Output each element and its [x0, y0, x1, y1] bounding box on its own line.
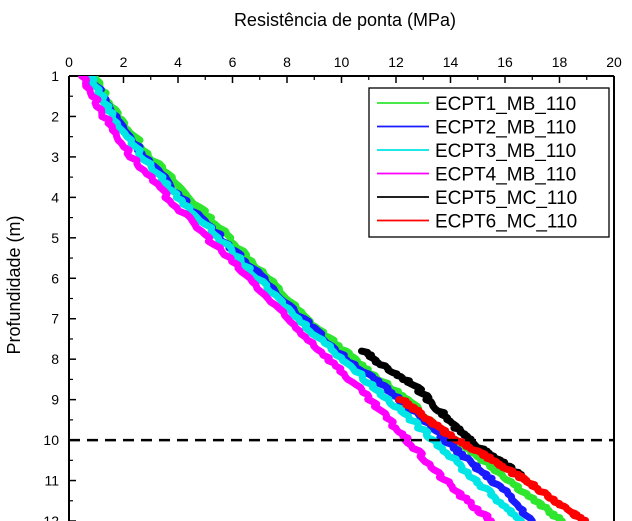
y-tick-label: 2 — [51, 108, 59, 124]
legend-label: ECPT2_MB_110 — [435, 118, 576, 139]
x-tick-label: 14 — [443, 54, 459, 70]
legend-label: ECPT1_MB_110 — [435, 94, 576, 115]
series-line-ecpt3-mb-110 — [87, 76, 525, 521]
series-line-ecpt6-mc-110 — [395, 396, 589, 521]
legend-label: ECPT6_MC_110 — [435, 212, 577, 233]
legend-label: ECPT3_MB_110 — [435, 141, 576, 162]
y-tick-label: 12 — [43, 513, 59, 521]
legend-label: ECPT4_MB_110 — [435, 165, 576, 186]
y-tick-label: 1 — [51, 68, 59, 84]
y-tick-label: 10 — [43, 432, 59, 448]
x-tick-label: 0 — [65, 54, 73, 70]
legend-box — [368, 87, 610, 238]
y-tick-label: 4 — [51, 189, 59, 205]
y-tick-label: 3 — [51, 149, 59, 165]
x-tick-label: 8 — [283, 54, 291, 70]
y-tick-label: 8 — [51, 351, 59, 367]
y-tick-label: 6 — [51, 270, 59, 286]
x-tick-label: 20 — [606, 54, 622, 70]
x-tick-label: 12 — [388, 54, 404, 70]
y-tick-label: 9 — [51, 392, 59, 408]
y-tick-label: 11 — [44, 473, 59, 489]
y-tick-label: 5 — [51, 230, 59, 246]
series-line-ecpt4-mb-110 — [78, 76, 495, 521]
x-tick-label: 10 — [334, 54, 350, 70]
y-tick-label: 7 — [51, 311, 59, 327]
y-axis-title: Profundidade (m) — [4, 215, 24, 354]
series-line-ecpt5-mc-110 — [358, 347, 525, 480]
legend-label: ECPT5_MC_110 — [435, 188, 577, 209]
x-tick-label: 4 — [174, 54, 182, 70]
x-tick-label: 6 — [229, 54, 237, 70]
x-tick-label: 2 — [120, 54, 128, 70]
x-axis-title: Resistência de ponta (MPa) — [234, 10, 456, 30]
x-tick-label: 18 — [552, 54, 568, 70]
series-group — [78, 76, 589, 521]
x-tick-label: 16 — [497, 54, 513, 70]
